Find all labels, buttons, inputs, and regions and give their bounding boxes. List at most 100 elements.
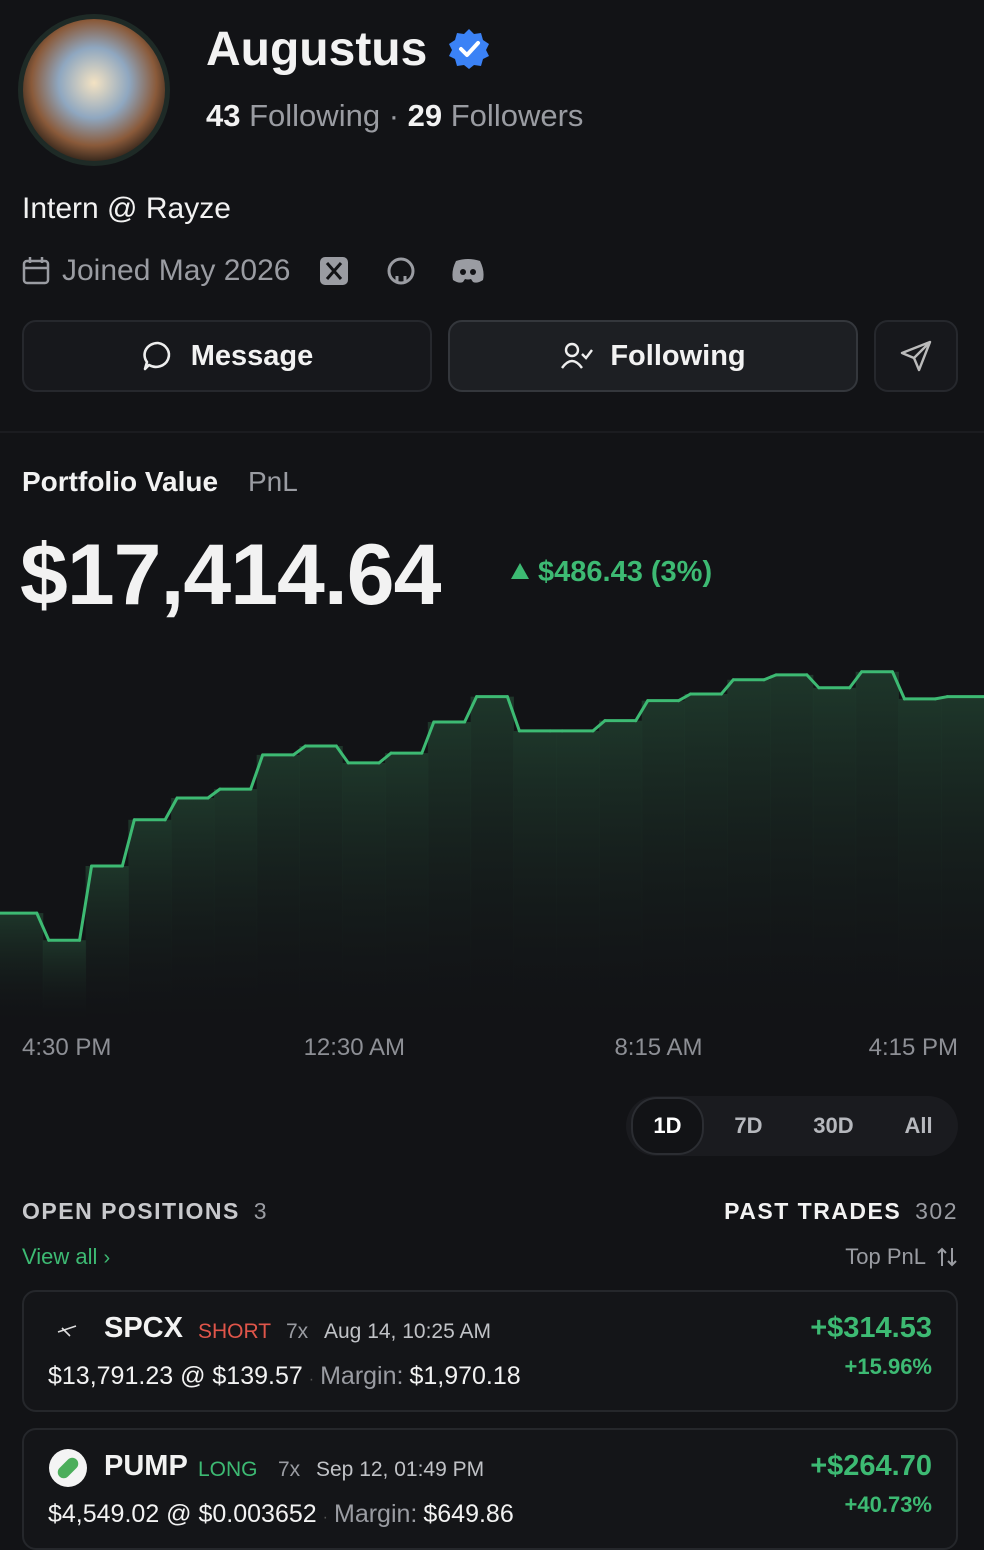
x-link[interactable] — [320, 257, 348, 285]
discord-link[interactable] — [451, 258, 485, 284]
user-check-icon — [561, 342, 594, 369]
area-step — [0, 913, 44, 1020]
token-glyph — [57, 1457, 79, 1479]
message-button[interactable]: Message — [22, 320, 432, 392]
area-step — [256, 754, 300, 1020]
x-tick-label: 4:15 PM — [868, 1034, 958, 1061]
past-trades-label: PAST TRADES — [724, 1198, 902, 1224]
step-connector — [35, 911, 51, 942]
past-trades-title[interactable]: PAST TRADES 302 — [724, 1198, 958, 1225]
calendar-icon — [22, 257, 50, 285]
area-step — [385, 753, 429, 1020]
portfolio-change: $486.43 (3%) — [538, 556, 713, 588]
area-step — [941, 696, 984, 1020]
area-step — [770, 674, 814, 1020]
divider — [0, 431, 984, 433]
open-positions-label: OPEN POSITIONS — [22, 1198, 240, 1224]
following-count: 43 — [206, 98, 241, 133]
step-connector — [505, 695, 521, 733]
dot: · — [308, 1371, 315, 1388]
range-selector: 1D 7D 30D All — [626, 1096, 958, 1156]
area-step — [128, 819, 172, 1020]
step-connector — [420, 720, 436, 755]
symbol: SPCX — [104, 1312, 183, 1344]
range-option[interactable]: All — [904, 1113, 933, 1138]
open-positions-title[interactable]: OPEN POSITIONS 3 — [22, 1198, 268, 1225]
step-connector — [206, 787, 222, 800]
area-step — [342, 762, 386, 1020]
step-connector — [163, 796, 179, 822]
step-connector — [890, 670, 906, 701]
open-time: Sep 12, 01:49 PM — [316, 1458, 485, 1481]
x-tick-label: 12:30 AM — [303, 1034, 405, 1061]
area-step — [556, 730, 600, 1020]
side: LONG — [198, 1458, 258, 1481]
area-step — [855, 671, 899, 1020]
step-connector — [249, 753, 265, 791]
position-card[interactable]: SPCX SHORT 7x Aug 14, 10:25 AM $13,791.23 @ … — [22, 1290, 958, 1412]
dot: · — [322, 1509, 328, 1526]
step-connector — [591, 719, 607, 733]
area-step — [85, 866, 129, 1020]
pnl: +$314.53 — [810, 1312, 932, 1344]
position-details: $4,549.02 @ $0.003652 · Margin: $649.86 — [48, 1500, 514, 1529]
token-glyph — [57, 1325, 77, 1337]
margin: $1,970.18 — [409, 1362, 521, 1390]
pnl-percent: +40.73% — [844, 1492, 932, 1517]
send-icon — [900, 340, 932, 372]
area-step — [641, 700, 686, 1020]
area-step — [427, 722, 472, 1020]
pnl: +$264.70 — [810, 1450, 932, 1482]
step-connector — [463, 695, 479, 724]
tab-pnl[interactable]: PnL — [248, 466, 298, 497]
sort-control[interactable]: Top PnL — [845, 1244, 958, 1270]
follow-button[interactable]: Following — [448, 320, 858, 392]
portfolio-chart — [0, 670, 984, 1020]
area-step — [470, 696, 514, 1020]
view-all-link[interactable]: View all › — [22, 1244, 111, 1269]
token-icon — [49, 1449, 87, 1487]
past-trades-count: 302 — [915, 1198, 958, 1224]
range-option[interactable]: 7D — [734, 1113, 763, 1138]
portfolio-value: $17,414.64 — [20, 527, 441, 623]
message-label: Message — [190, 339, 314, 372]
size: $4,549.02 @ $0.003652 — [48, 1500, 317, 1528]
step-connector — [334, 744, 350, 765]
x-tick-label: 8:15 AM — [614, 1034, 703, 1061]
margin-label: Margin: — [320, 1362, 404, 1390]
area-step — [898, 698, 942, 1020]
area-step — [513, 730, 557, 1020]
margin-label: Margin: — [334, 1500, 418, 1528]
range-option[interactable]: 30D — [813, 1113, 854, 1138]
step-connector — [634, 699, 650, 723]
x-axis: 4:30 PM 12:30 AM 8:15 AM 4:15 PM — [22, 1034, 958, 1066]
follow-stats[interactable]: 43 Following · 29 Followers — [206, 98, 583, 134]
side: SHORT — [198, 1320, 272, 1343]
area-step — [171, 798, 215, 1020]
range-option[interactable]: 1D — [631, 1097, 704, 1155]
github-link[interactable] — [386, 256, 416, 286]
step-connector — [933, 695, 949, 701]
tab-portfolio-value[interactable]: Portfolio Value — [22, 466, 219, 497]
sort-label: Top PnL — [845, 1244, 926, 1269]
pnl-percent: +15.96% — [844, 1354, 932, 1379]
message-icon — [143, 341, 170, 371]
up-arrow — [511, 563, 529, 579]
step-connector — [805, 673, 821, 690]
area-step — [598, 720, 643, 1020]
joined-date: Joined May 2026 — [62, 254, 291, 287]
share-button[interactable] — [874, 320, 958, 392]
open-positions-count: 3 — [253, 1198, 269, 1224]
x-tick-label: 4:30 PM — [22, 1034, 112, 1061]
area-step — [727, 679, 771, 1020]
sort-icon — [937, 1247, 957, 1267]
avatar[interactable] — [16, 12, 172, 168]
position-card[interactable]: PUMP LONG 7x Sep 12, 01:49 PM $4,549.02 @ $0… — [22, 1428, 958, 1550]
step-connector — [291, 744, 307, 757]
step-connector — [848, 670, 864, 690]
step-connector — [677, 692, 693, 703]
leverage: 7x — [286, 1320, 309, 1343]
profile-name: Augustus — [206, 23, 428, 76]
